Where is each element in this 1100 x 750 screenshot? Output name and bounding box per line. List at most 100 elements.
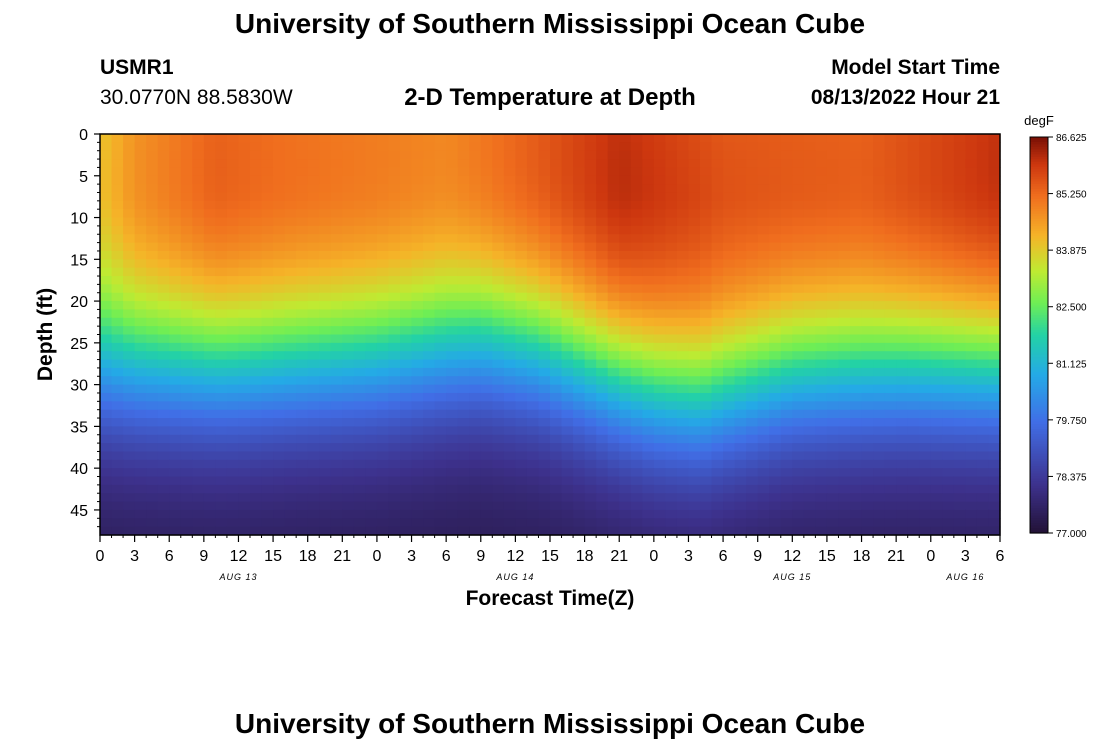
heatmap-cell bbox=[353, 409, 366, 419]
heatmap-cell bbox=[757, 134, 770, 143]
heatmap-cell bbox=[226, 200, 240, 210]
colorbar-segment bbox=[1030, 292, 1048, 297]
heatmap-cell bbox=[723, 409, 736, 419]
heatmap-cell bbox=[573, 342, 586, 352]
heatmap-cell bbox=[630, 518, 643, 528]
heatmap-cell bbox=[226, 192, 240, 202]
heatmap-cell bbox=[515, 267, 528, 277]
heatmap-cell bbox=[919, 284, 932, 294]
heatmap-cell bbox=[630, 259, 643, 269]
heatmap-cell bbox=[573, 284, 586, 294]
heatmap-cell bbox=[861, 476, 874, 486]
heatmap-cell bbox=[388, 468, 401, 478]
heatmap-cell bbox=[319, 484, 332, 494]
heatmap-cell bbox=[469, 250, 482, 260]
heatmap-cell bbox=[953, 401, 966, 411]
heatmap-cell bbox=[976, 509, 990, 519]
heatmap-cell bbox=[734, 509, 747, 519]
heatmap-cell bbox=[434, 200, 447, 210]
heatmap-cell bbox=[457, 284, 470, 294]
heatmap-cell bbox=[273, 134, 286, 143]
heatmap-cell bbox=[919, 443, 932, 453]
heatmap-cell bbox=[526, 384, 540, 394]
heatmap-cell bbox=[411, 493, 424, 503]
heatmap-cell bbox=[146, 392, 159, 402]
heatmap-cell bbox=[192, 150, 205, 160]
heatmap-cell bbox=[192, 418, 205, 427]
heatmap-cell bbox=[423, 351, 436, 361]
heatmap-cell bbox=[134, 192, 147, 202]
heatmap-cell bbox=[769, 175, 782, 185]
heatmap-cell bbox=[538, 150, 551, 160]
heatmap-cell bbox=[838, 184, 851, 194]
heatmap-cell bbox=[180, 301, 193, 311]
heatmap-cell bbox=[792, 459, 805, 469]
heatmap-cell bbox=[400, 242, 413, 252]
heatmap-cell bbox=[273, 451, 286, 461]
heatmap-cell bbox=[400, 493, 413, 503]
heatmap-cell bbox=[861, 134, 874, 143]
heatmap-cell bbox=[157, 200, 170, 210]
colorbar-segment bbox=[1030, 315, 1048, 319]
heatmap-cell bbox=[423, 476, 436, 486]
heatmap-cell bbox=[469, 134, 482, 143]
heatmap-cell bbox=[550, 200, 563, 210]
heatmap-cell bbox=[134, 443, 147, 453]
heatmap-cell bbox=[757, 484, 770, 494]
heatmap-cell bbox=[723, 443, 736, 453]
heatmap-cell bbox=[850, 150, 863, 160]
heatmap-cell bbox=[169, 276, 182, 285]
heatmap-cell bbox=[203, 175, 216, 185]
heatmap-cell bbox=[319, 301, 332, 311]
heatmap-cell bbox=[296, 217, 309, 227]
heatmap-cell bbox=[411, 250, 424, 260]
x-tick-label: 3 bbox=[961, 548, 970, 565]
heatmap-cell bbox=[792, 225, 805, 235]
heatmap-cell bbox=[365, 418, 378, 427]
heatmap-cell bbox=[607, 484, 620, 494]
heatmap-cell bbox=[861, 317, 874, 327]
heatmap-cell bbox=[330, 259, 343, 269]
heatmap-cell bbox=[873, 175, 886, 185]
heatmap-cell bbox=[192, 209, 205, 219]
heatmap-cell bbox=[838, 301, 851, 311]
heatmap-cell bbox=[665, 409, 678, 419]
heatmap-cell bbox=[157, 234, 170, 244]
heatmap-cell bbox=[434, 392, 447, 402]
heatmap-cell bbox=[965, 526, 978, 536]
heatmap-cell bbox=[296, 376, 309, 386]
heatmap-cell bbox=[884, 217, 897, 227]
heatmap-cell bbox=[284, 501, 297, 511]
heatmap-cell bbox=[434, 476, 447, 486]
heatmap-cell bbox=[330, 392, 343, 402]
heatmap-cell bbox=[273, 267, 286, 277]
heatmap-cell bbox=[123, 418, 136, 427]
heatmap-cell bbox=[365, 317, 378, 327]
heatmap-cell bbox=[757, 376, 770, 386]
heatmap-cell bbox=[157, 342, 170, 352]
heatmap-cell bbox=[273, 276, 286, 285]
heatmap-cell bbox=[146, 317, 159, 327]
heatmap-cell bbox=[630, 134, 643, 143]
heatmap-cell bbox=[411, 200, 424, 210]
heatmap-cell bbox=[584, 242, 597, 252]
heatmap-cell bbox=[838, 209, 851, 219]
heatmap-cell bbox=[584, 443, 597, 453]
heatmap-cell bbox=[896, 501, 909, 511]
heatmap-cell bbox=[446, 217, 459, 227]
heatmap-cell bbox=[180, 334, 193, 344]
heatmap-cell bbox=[226, 434, 240, 444]
heatmap-cell bbox=[215, 284, 228, 294]
heatmap-cell bbox=[688, 418, 701, 427]
heatmap-cell bbox=[907, 384, 920, 394]
heatmap-cell bbox=[434, 376, 447, 386]
colorbar-segment bbox=[1030, 265, 1048, 269]
heatmap-cell bbox=[203, 526, 216, 536]
heatmap-cell bbox=[607, 409, 620, 419]
heatmap-cell bbox=[780, 426, 793, 436]
heatmap-cell bbox=[457, 359, 470, 369]
heatmap-cell bbox=[469, 284, 482, 294]
heatmap-cell bbox=[400, 434, 413, 444]
heatmap-cell bbox=[434, 250, 447, 260]
heatmap-cell bbox=[757, 184, 770, 194]
